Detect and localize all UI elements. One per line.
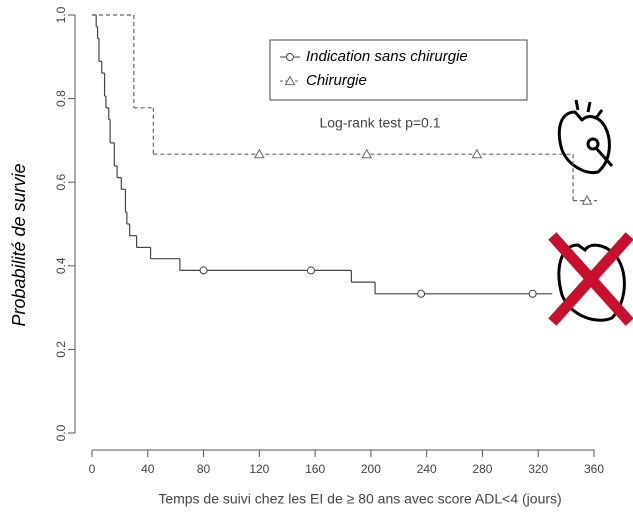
censor-marker [528,289,537,298]
x-tick-label: 80 [197,462,211,476]
x-tick-label: 160 [305,462,325,476]
censor-marker [361,148,373,159]
y-tick-label: 0.0 [54,424,68,441]
x-tick-label: 0 [89,462,96,476]
censor-marker [581,195,593,205]
censor-marker [253,148,265,159]
y-tick-label: 0.6 [54,174,68,191]
axes: 0.0 0.2 0.4 0.6 0.8 1.0 0 40 80 120 160 200 240 280 32… [54,6,604,476]
censor-marker [417,289,426,298]
subtitle: Log-rank test p=0.1 [319,115,440,131]
y-axis-label: Probabilité de survie [9,163,29,326]
legend-label: Indication sans chirurgie [306,48,468,65]
y-tick-label: 0.8 [54,90,68,107]
legend-box [269,39,528,101]
censor-marker [306,266,315,275]
x-tick-label: 40 [141,462,155,476]
legend-marker [284,75,296,86]
legend-label: Chirurgie [306,72,367,89]
x-tick-label: 280 [472,462,492,476]
censor-marker [471,148,483,159]
y-tick-label: 1.0 [54,6,68,23]
x-tick-label: 360 [584,462,604,476]
legend-marker [286,53,294,61]
surgery-icon [557,99,614,175]
y-tick-label: 0.2 [54,341,68,358]
x-tick-label: 320 [528,462,548,476]
censor-marker [199,266,208,275]
x-axis-label: Temps de suivi chez les EI de ≥ 80 ans a… [158,491,561,507]
x-tick-label: 200 [361,462,381,476]
y-tick-label: 0.4 [54,257,68,274]
x-tick-label: 240 [417,462,437,476]
no-surgery-icon [548,232,633,326]
x-tick-label: 120 [249,462,269,476]
